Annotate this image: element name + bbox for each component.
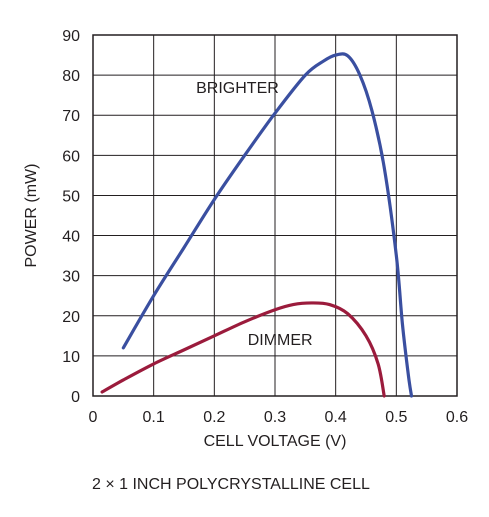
- y-tick-label: 70: [62, 108, 80, 125]
- plot-frame: [92, 34, 458, 397]
- annotations: BRIGHTER DIMMER: [196, 80, 312, 349]
- x-tick-label: 0.1: [143, 409, 165, 426]
- x-axis-label: CELL VOLTAGE (V): [204, 433, 347, 450]
- y-tick-label: 50: [62, 188, 80, 205]
- x-tick-label: 0.5: [385, 409, 407, 426]
- series-line-dimmer: [100, 301, 386, 398]
- series-layer: [100, 52, 414, 398]
- y-tick-label: 80: [62, 68, 80, 85]
- y-axis-label: POWER (mW): [23, 164, 40, 268]
- annotation-dimmer: DIMMER: [248, 332, 313, 349]
- annotation-brighter: BRIGHTER: [196, 80, 279, 97]
- y-tick-label: 20: [62, 309, 80, 326]
- y-tick-label: 90: [62, 28, 80, 45]
- x-tick-label: 0.4: [325, 409, 347, 426]
- y-tick-label: 0: [71, 389, 80, 406]
- figure-caption: 2 × 1 INCH POLYCRYSTALLINE CELL: [92, 476, 370, 493]
- y-tick-label: 40: [62, 229, 80, 246]
- x-tick-label: 0: [89, 409, 98, 426]
- x-tick-label: 0.2: [203, 409, 225, 426]
- power-voltage-chart: 0 0.1 0.2 0.3 0.4 0.5 0.6 0 10 20 30 40 50 60 70 80 90 B…: [23, 28, 468, 450]
- grid: [93, 35, 457, 396]
- y-tick-label: 60: [62, 148, 80, 165]
- y-tick-label: 10: [62, 349, 80, 366]
- tick-labels: 0 0.1 0.2 0.3 0.4 0.5 0.6 0 10 20 30 40 50 60 70 80 90: [62, 28, 468, 426]
- x-tick-label: 0.6: [446, 409, 468, 426]
- y-tick-label: 30: [62, 269, 80, 286]
- x-tick-label: 0.3: [264, 409, 286, 426]
- series-line-brighter: [121, 52, 414, 398]
